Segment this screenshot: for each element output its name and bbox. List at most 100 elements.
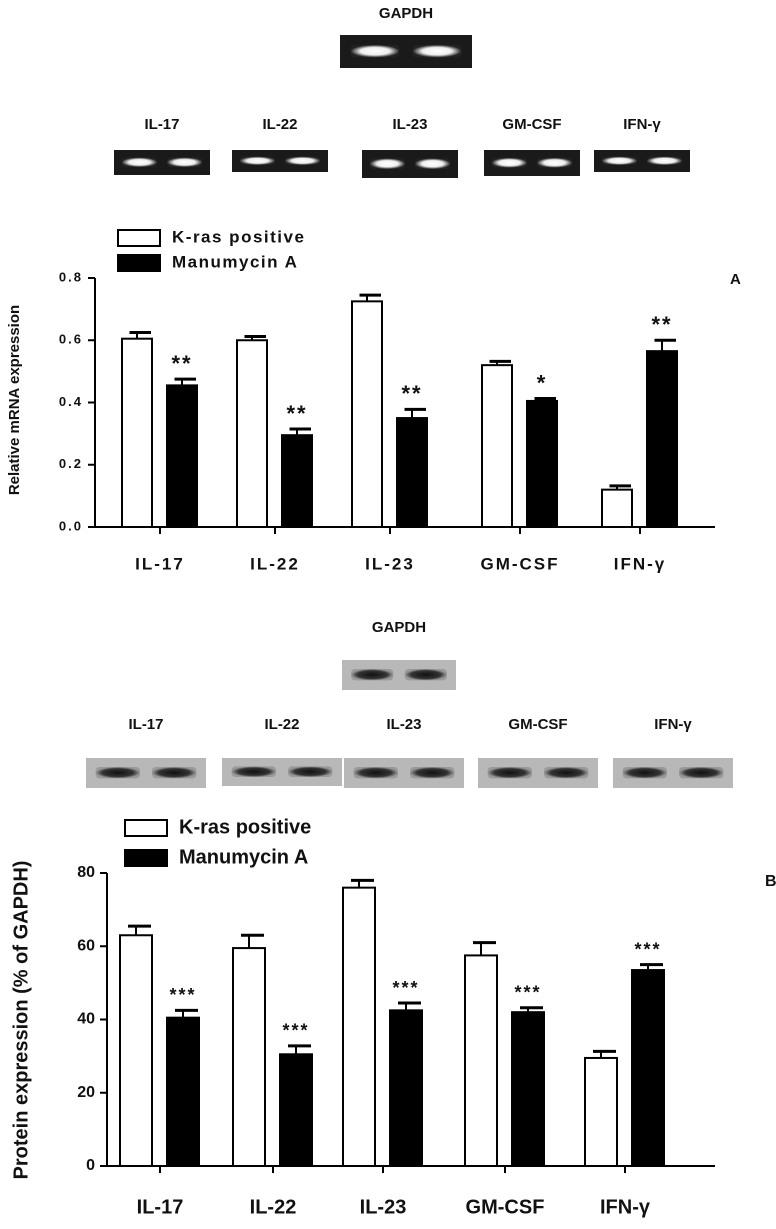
x-tick-label: IL-22	[250, 554, 300, 573]
x-tick-label: IFN-γ	[614, 554, 667, 573]
gel-background	[232, 150, 328, 172]
bar	[481, 364, 513, 528]
x-tick-label: IFN-γ	[600, 1196, 651, 1218]
gel-label: IFN-γ	[623, 116, 661, 133]
bar	[511, 1011, 545, 1167]
significance-label: **	[651, 312, 672, 337]
bar	[281, 434, 313, 528]
gel-label: IL-23	[386, 716, 421, 733]
significance-label: *	[537, 370, 548, 395]
bar	[119, 934, 153, 1168]
gel-background	[594, 150, 690, 172]
y-axis-label: Relative mRNA expression	[6, 305, 23, 495]
x-tick-label: IL-17	[135, 554, 185, 573]
y-axis-label: Protein expression (% of GAPDH)	[10, 861, 32, 1180]
gel-band	[679, 767, 724, 779]
gel-band	[239, 156, 276, 165]
gel-band	[95, 767, 140, 779]
legend-label: K-ras positive	[179, 816, 311, 838]
gel-band	[412, 44, 462, 58]
gel-band	[350, 44, 400, 58]
y-tick-label: 20	[77, 1084, 95, 1101]
gel-band	[231, 766, 276, 778]
y-tick-label: 80	[77, 864, 95, 881]
bar	[601, 488, 633, 528]
panel-label: A	[730, 271, 741, 288]
y-tick-label: 0.8	[59, 269, 83, 284]
bar	[351, 300, 383, 528]
y-tick-label: 0.4	[59, 394, 83, 409]
significance-label: ***	[169, 985, 196, 1005]
gel-band	[121, 157, 158, 167]
gel-band	[166, 157, 203, 167]
gel-band	[369, 158, 406, 170]
gel-label: GAPDH	[372, 619, 426, 636]
legend-label: K-ras positive	[172, 227, 305, 246]
gel-band	[622, 767, 667, 779]
bar	[166, 384, 198, 528]
x-tick-label: IL-17	[137, 1196, 184, 1218]
legend-label: Manumycin A	[179, 846, 308, 868]
gel-label: IL-17	[128, 716, 163, 733]
legend-label: Manumycin A	[172, 252, 298, 271]
gel-label: GM-CSF	[502, 116, 561, 133]
y-tick-label: 0.0	[59, 518, 83, 533]
significance-label: **	[286, 401, 307, 426]
y-tick-label: 60	[77, 937, 95, 954]
bar	[166, 1016, 200, 1168]
gel-band	[536, 157, 573, 168]
gel-band	[601, 156, 638, 165]
significance-label: ***	[634, 939, 661, 959]
legend-swatch	[124, 819, 168, 837]
bar	[526, 399, 558, 529]
legend-swatch	[117, 254, 161, 272]
bar	[389, 1009, 423, 1167]
y-tick-label: 0.2	[59, 456, 83, 471]
gel-band	[353, 767, 398, 779]
bar	[396, 417, 428, 528]
x-tick-label: IL-23	[365, 554, 415, 573]
gel-label: IFN-γ	[654, 716, 692, 733]
gel-band	[487, 767, 532, 779]
x-tick-label: GM-CSF	[466, 1196, 545, 1218]
gel-band	[544, 767, 589, 779]
gel-band	[152, 767, 197, 779]
significance-label: **	[171, 351, 192, 376]
gel-label: GAPDH	[379, 5, 433, 22]
gel-label: IL-22	[264, 716, 299, 733]
gel-band	[288, 766, 333, 778]
y-tick-label: 0.6	[59, 332, 83, 347]
y-tick-label: 40	[77, 1011, 95, 1028]
bar	[232, 947, 266, 1167]
bar	[631, 969, 665, 1168]
bar	[279, 1053, 313, 1167]
gel-band	[491, 157, 528, 168]
gel-label: IL-23	[392, 116, 427, 133]
gel-band	[410, 767, 455, 779]
significance-label: ***	[514, 983, 541, 1003]
gel-band	[646, 156, 683, 165]
legend-swatch	[124, 849, 168, 867]
significance-label: ***	[392, 978, 419, 998]
legend-swatch	[117, 229, 161, 247]
gel-band	[351, 669, 394, 681]
significance-label: ***	[282, 1021, 309, 1041]
bar	[464, 954, 498, 1167]
gel-band	[404, 669, 447, 681]
gel-label: IL-22	[262, 116, 297, 133]
y-tick-label: 0	[86, 1157, 95, 1174]
gel-band	[284, 156, 321, 165]
panel-label: B	[765, 873, 776, 890]
bar	[584, 1056, 618, 1168]
significance-label: **	[401, 381, 422, 406]
bar	[121, 337, 153, 528]
gel-band	[414, 158, 451, 170]
x-tick-label: IL-22	[250, 1196, 297, 1218]
gel-label: IL-17	[144, 116, 179, 133]
x-tick-label: GM-CSF	[480, 554, 559, 573]
bar	[646, 350, 678, 528]
gel-label: GM-CSF	[508, 716, 567, 733]
bar	[342, 886, 376, 1168]
x-tick-label: IL-23	[360, 1196, 407, 1218]
